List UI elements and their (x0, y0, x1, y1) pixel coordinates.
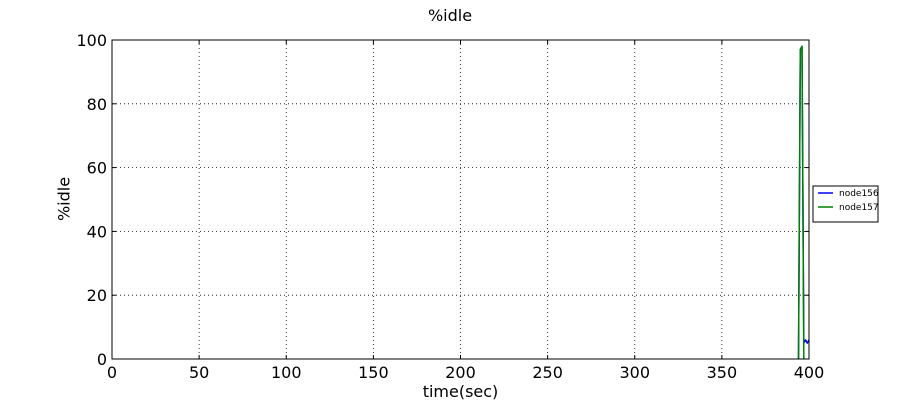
y-tick-label: 80 (87, 95, 107, 114)
x-tick-label: 200 (445, 363, 476, 382)
x-tick-label: 250 (532, 363, 563, 382)
series-layer (797, 45, 810, 360)
y-tick-label: 20 (87, 286, 107, 305)
y-axis-label: %idle (54, 176, 74, 222)
x-tick-label: 300 (619, 363, 650, 382)
legend-label: node157 (839, 203, 879, 213)
y-tick-label: 100 (76, 31, 107, 50)
axis-ticks: 0 50 100 150 200 250 300 350 400 0 20 40 60 80 100 (76, 31, 824, 382)
plot-frame (111, 39, 810, 360)
x-tick-label: 350 (707, 363, 738, 382)
y-tick-label: 60 (87, 159, 107, 178)
legend-label: node156 (839, 189, 879, 199)
grid-lines (112, 40, 809, 359)
y-tick-label: 0 (97, 350, 107, 369)
x-tick-label: 400 (794, 363, 825, 382)
series-line-node157 (797, 45, 805, 360)
x-axis-label: time(sec) (422, 382, 499, 401)
x-tick-label: 50 (189, 363, 209, 382)
legend-box (812, 185, 879, 223)
legend: node156 node157 (812, 185, 879, 223)
x-tick-label: 0 (107, 363, 117, 382)
x-tick-label: 100 (271, 363, 302, 382)
y-tick-label: 40 (87, 222, 107, 241)
x-tick-label: 150 (358, 363, 389, 382)
chart-title: %idle (427, 6, 473, 25)
